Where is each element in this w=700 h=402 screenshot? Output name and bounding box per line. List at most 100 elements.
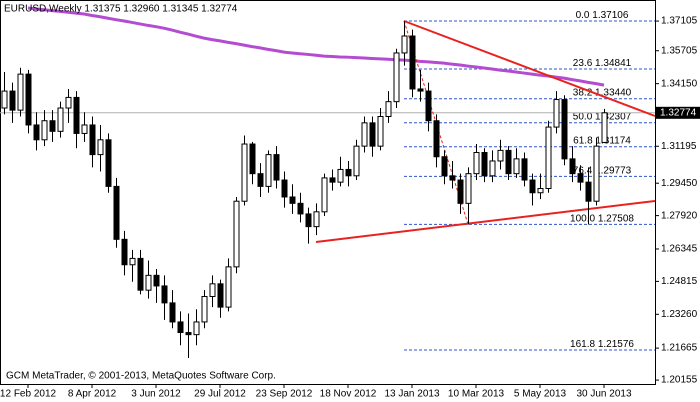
candle-body: [545, 126, 552, 190]
candle-body: [281, 179, 288, 198]
candle-body: [433, 120, 440, 158]
fibo-price: 1.34841: [595, 58, 632, 69]
candle-body: [257, 173, 264, 187]
candle-body: [513, 158, 520, 175]
y-tick-label: 1.35705: [661, 45, 698, 56]
candle-body: [497, 149, 504, 162]
fibo-level-label: 23.6 1.34841: [573, 58, 632, 69]
candle-body: [329, 177, 336, 183]
fibo-price: 1.29773: [595, 165, 632, 176]
moving-average: [27, 6, 605, 87]
candle-body: [169, 302, 176, 323]
candle-body: [529, 179, 536, 194]
y-tick-label: 1.37105: [661, 16, 698, 27]
fibo-level-label: 76.4 1.29773: [573, 165, 632, 176]
candle-body: [225, 266, 232, 308]
candle-body: [377, 115, 384, 147]
candle-body: [273, 154, 280, 181]
candle-body: [585, 181, 592, 202]
fibo-ratio: 38.2: [573, 87, 593, 98]
candle-body: [121, 238, 128, 266]
candle-body: [457, 179, 464, 204]
candle-body: [249, 143, 256, 175]
candle-body: [305, 213, 312, 228]
candle-body: [425, 90, 432, 122]
x-tick-label: 23 Sep 2012: [256, 389, 313, 400]
fibo-level-label: 50.0 1.32307: [573, 111, 632, 122]
y-tick-label: 1.26345: [661, 244, 698, 255]
y-tick-label: 1.31195: [661, 141, 697, 152]
candle-body: [577, 173, 584, 183]
y-tick-label: 1.27920: [661, 210, 698, 221]
candle-body: [161, 285, 168, 304]
fibo-ratio: 161.8: [570, 339, 595, 350]
candle-body: [569, 158, 576, 175]
candle-body: [313, 211, 320, 228]
x-tick-label: 10 Mar 2013: [448, 389, 505, 400]
y-tick-label: 1.21665: [661, 343, 698, 354]
fibo-ratio: 0.0: [576, 10, 590, 21]
candle-body: [297, 202, 304, 215]
candle-body: [361, 122, 368, 147]
candle-body: [81, 124, 88, 134]
fibo-ratio: 100.0: [570, 213, 595, 224]
candle-body: [193, 321, 200, 336]
candle-body: [129, 257, 136, 266]
fibo-level-label: 100.0 1.27508: [570, 213, 634, 224]
candle-body: [185, 332, 192, 336]
fibo-ratio: 23.6: [573, 58, 593, 69]
x-tick-label: 12 Feb 2012: [0, 389, 57, 400]
x-tick-label: 5 May 2013: [514, 389, 567, 400]
resistance-trendline: [403, 20, 656, 117]
candle-body: [505, 149, 512, 175]
candle-body: [177, 321, 184, 334]
candle-body: [145, 274, 152, 291]
candle-body: [521, 158, 528, 181]
candle-body: [57, 107, 64, 132]
candle-body: [89, 124, 96, 156]
y-tick-label: 1.20155: [661, 375, 698, 386]
candle-body: [537, 188, 544, 194]
candle-body: [369, 122, 376, 147]
support-trendline: [315, 200, 656, 243]
y-tick-label: 1.34150: [661, 78, 698, 89]
candle-body: [321, 177, 328, 213]
grid-layer: 0.0 1.37106 23.6 1.34841 38.2 1.33440 50.0 …: [0, 6, 655, 351]
candle-body: [201, 296, 208, 323]
candle-body: [489, 160, 496, 177]
candle-body: [209, 283, 216, 298]
candle-body: [233, 200, 240, 268]
candle-body: [137, 257, 144, 291]
current-price-box: [656, 106, 700, 119]
fibo-price: 1.37106: [592, 10, 629, 21]
candle-body: [17, 73, 24, 111]
fibo-price: 1.27508: [598, 213, 635, 224]
fibo-level-label: 38.2 1.33440: [573, 87, 632, 98]
footer-text: GCM MetaTrader, © 2001-2013, MetaQuotes …: [6, 371, 276, 382]
fibo-ratio: 61.8: [573, 135, 593, 146]
candle-body: [33, 124, 40, 141]
candle-body: [25, 73, 32, 126]
x-tick-label: 29 Jul 2012: [194, 389, 246, 400]
candle-body: [113, 185, 120, 240]
candle-body: [473, 151, 480, 175]
candle-body: [337, 168, 344, 183]
chart-header: EURUSD,Weekly 1.31375 1.32960 1.31345 1.…: [4, 4, 238, 15]
candle-body: [481, 151, 488, 177]
fibo-ratio: 76.4: [573, 165, 593, 176]
y-tick-label: 1.29450: [661, 178, 698, 189]
candle-body: [1, 90, 8, 109]
fibo-price: 1.32307: [595, 111, 632, 122]
fibo-level-label: 61.8 1.31174: [573, 135, 631, 146]
fibo-price: 1.31174: [595, 135, 631, 146]
candle-body: [553, 99, 560, 128]
candle-body: [401, 35, 408, 54]
y-tick-label: 1.23260: [661, 309, 698, 320]
candle-body: [417, 88, 424, 92]
candle-body: [153, 274, 160, 287]
fibo-ratio: 50.0: [573, 111, 593, 122]
x-tick-label: 8 Apr 2012: [68, 389, 117, 400]
candle-body: [465, 173, 472, 204]
current-price-label: 1.32774: [660, 107, 697, 118]
